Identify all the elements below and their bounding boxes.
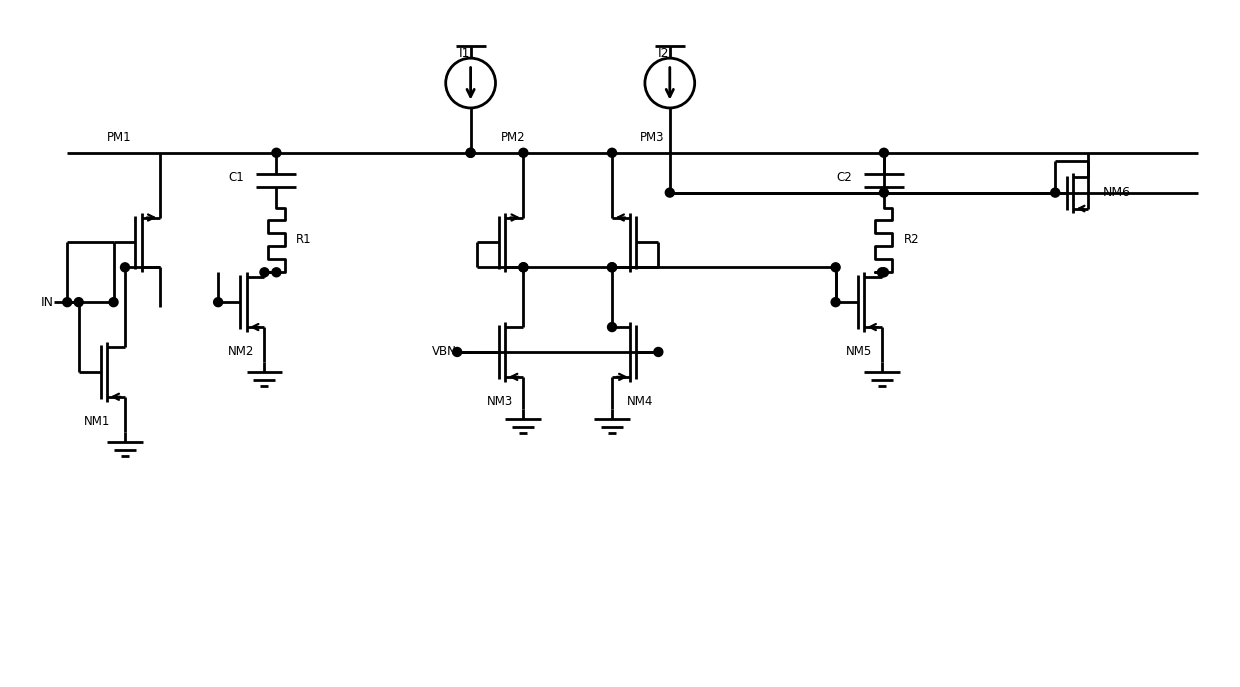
Text: PM1: PM1 <box>107 131 131 144</box>
Text: PM2: PM2 <box>501 131 525 144</box>
Text: NM3: NM3 <box>487 395 513 408</box>
Circle shape <box>272 148 281 157</box>
Circle shape <box>466 148 475 157</box>
Text: PM3: PM3 <box>640 131 665 144</box>
Circle shape <box>453 348 461 357</box>
Text: C1: C1 <box>228 170 244 183</box>
Circle shape <box>466 148 475 157</box>
Circle shape <box>120 263 129 272</box>
Text: I1: I1 <box>459 47 470 60</box>
Circle shape <box>879 148 888 157</box>
Circle shape <box>608 323 616 332</box>
Circle shape <box>518 148 528 157</box>
Circle shape <box>653 348 663 357</box>
Text: R2: R2 <box>904 234 920 247</box>
Circle shape <box>608 148 616 157</box>
Text: IN: IN <box>41 295 53 308</box>
Circle shape <box>74 297 83 306</box>
Circle shape <box>608 263 616 272</box>
Text: R1: R1 <box>296 234 312 247</box>
Circle shape <box>518 263 528 272</box>
Circle shape <box>518 263 528 272</box>
Text: C2: C2 <box>836 170 852 183</box>
Circle shape <box>878 268 887 277</box>
Text: I2: I2 <box>658 47 670 60</box>
Circle shape <box>879 188 888 197</box>
Circle shape <box>831 263 841 272</box>
Circle shape <box>213 297 223 306</box>
Circle shape <box>260 268 269 277</box>
Text: NM1: NM1 <box>84 415 110 428</box>
Circle shape <box>1050 188 1060 197</box>
Text: NM5: NM5 <box>846 346 872 359</box>
Circle shape <box>63 297 72 306</box>
Circle shape <box>831 297 841 306</box>
Text: NM4: NM4 <box>626 395 653 408</box>
Text: VBN: VBN <box>433 346 458 359</box>
Circle shape <box>109 297 118 306</box>
Text: NM6: NM6 <box>1104 186 1131 199</box>
Circle shape <box>879 268 888 277</box>
Circle shape <box>666 188 675 197</box>
Text: NM2: NM2 <box>228 346 254 359</box>
Circle shape <box>608 263 616 272</box>
Circle shape <box>272 268 281 277</box>
